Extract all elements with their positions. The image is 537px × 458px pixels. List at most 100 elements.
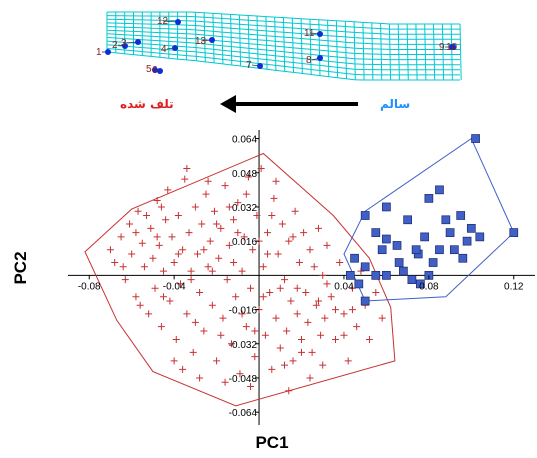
damaged-point	[217, 224, 225, 232]
healthy-point	[420, 232, 429, 242]
damaged-point	[353, 323, 361, 331]
grid-column-line	[433, 23, 436, 81]
healthy-point	[407, 275, 417, 284]
damaged-point	[204, 263, 212, 271]
damaged-point	[281, 276, 289, 284]
damaged-point	[153, 197, 161, 205]
landmark-dot	[105, 49, 111, 55]
damaged-point	[298, 335, 305, 343]
damaged-point	[157, 203, 165, 211]
grid-column-line	[406, 23, 409, 81]
damaged-point	[344, 357, 352, 365]
healthy-point	[456, 211, 466, 220]
damaged-point	[281, 361, 289, 369]
healthy-point	[509, 228, 519, 237]
damaged-point	[221, 182, 229, 190]
landmark-dot	[317, 55, 323, 61]
damaged-point	[147, 224, 155, 232]
damaged-point	[293, 310, 301, 318]
damaged-point	[365, 335, 373, 343]
healthy-point	[382, 202, 391, 212]
damaged-point	[164, 186, 172, 194]
damaged-point	[168, 233, 176, 241]
grid-row-line	[106, 51, 460, 81]
damaged-point	[244, 173, 252, 181]
grid-column-line	[238, 14, 242, 66]
damaged-point	[206, 237, 214, 245]
landmark-dot	[317, 31, 323, 37]
healthy-point	[350, 253, 359, 263]
landmark-label: 2	[112, 40, 118, 51]
damaged-point	[293, 284, 301, 292]
y-tick-label: -0.016	[229, 306, 258, 317]
damaged-point	[327, 293, 335, 301]
healthy-point	[411, 245, 421, 255]
healthy-point	[441, 215, 451, 225]
damaged-point	[227, 340, 235, 348]
grid-column-line	[371, 22, 374, 81]
damaged-point	[242, 323, 250, 331]
damaged-point	[289, 233, 297, 241]
damaged-point	[172, 335, 180, 343]
healthy-point	[445, 228, 455, 237]
damaged-point	[261, 331, 269, 339]
damaged-point	[208, 301, 216, 309]
damaged-point	[117, 233, 125, 241]
grid-column-line	[362, 22, 365, 81]
damaged-point	[157, 323, 165, 331]
damaged-point	[136, 301, 144, 309]
damaged-point	[319, 361, 327, 369]
y-tick-label: -0.064	[229, 408, 258, 419]
damaged-point	[166, 297, 174, 305]
damaged-point	[185, 229, 193, 237]
landmark-label: 11	[304, 28, 315, 39]
grid-column-line	[300, 18, 303, 74]
grid-column-line	[309, 19, 312, 75]
healthy-point	[462, 236, 472, 246]
damaged-point	[285, 237, 293, 245]
damaged-point	[213, 220, 221, 228]
grid-column-line	[353, 21, 356, 80]
grid-column-line	[424, 23, 427, 81]
damaged-point	[160, 293, 168, 301]
landmark-label: 5	[146, 64, 152, 75]
group-hull	[84, 152, 396, 407]
damaged-point	[240, 233, 248, 241]
damaged-point	[283, 327, 291, 335]
healthy-point	[392, 241, 402, 250]
x-tick-label: -0.04	[163, 281, 186, 292]
damaged-point	[302, 288, 310, 296]
healthy-point	[435, 245, 444, 255]
deformation-grid	[106, 11, 462, 81]
grid-row-line	[106, 40, 460, 66]
healthy-point	[360, 262, 370, 272]
damaged-point	[285, 387, 293, 395]
damaged-point	[238, 267, 246, 275]
landmark-dot	[172, 45, 178, 51]
damaged-point	[372, 288, 380, 296]
damaged-point	[274, 250, 282, 258]
damaged-point	[253, 212, 261, 220]
damaged-point	[278, 220, 286, 228]
healthy-point	[360, 211, 370, 220]
damaged-point	[204, 177, 212, 185]
healthy-point	[458, 253, 468, 263]
damaged-point	[132, 293, 140, 301]
shape-change-arrow: سالم تلف شده	[120, 95, 410, 113]
damaged-point	[287, 297, 295, 305]
damaged-point	[179, 365, 187, 373]
x-axis-title: PC1	[255, 433, 288, 452]
damaged-point	[340, 310, 348, 318]
damaged-point	[215, 254, 223, 262]
damaged-point	[225, 241, 233, 249]
landmark-dot	[152, 67, 158, 73]
damaged-point	[121, 276, 129, 284]
healthy-point	[424, 194, 434, 203]
arrowhead-icon	[220, 95, 236, 113]
grid-row-line	[106, 33, 460, 55]
damaged-point	[236, 370, 244, 378]
damaged-point	[264, 229, 272, 237]
pca-scatter-plot: -0.08 -0.04 0.04 0.08 0.12 0.064 0.048 0.032 0.0…	[11, 130, 535, 452]
